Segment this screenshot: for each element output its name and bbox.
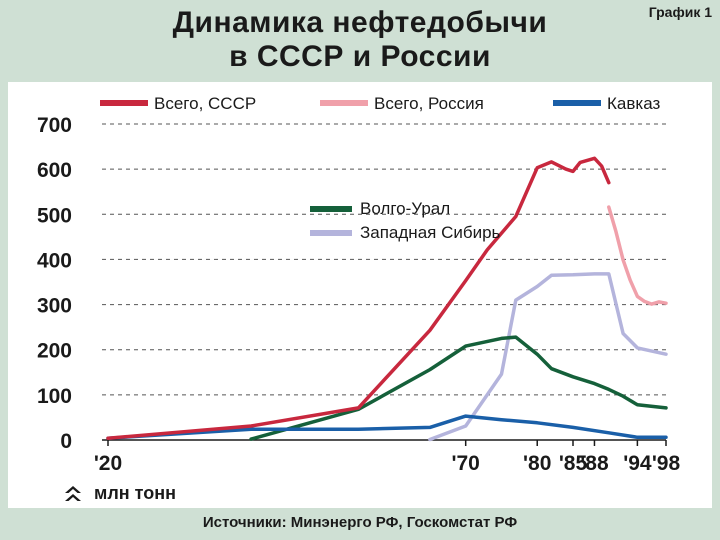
legend-swatch bbox=[310, 206, 352, 212]
legend-label: Волго-Урал bbox=[360, 199, 450, 218]
y-tick-label: 400 bbox=[37, 249, 72, 272]
y-tick-label: 200 bbox=[37, 340, 72, 363]
legend-label: Всего, Россия bbox=[374, 94, 484, 113]
x-tick-label: '70 bbox=[452, 452, 480, 475]
x-tick-label: '80 bbox=[523, 452, 551, 475]
legend-label: Кавказ bbox=[607, 94, 660, 113]
y-tick-label: 0 bbox=[60, 430, 72, 453]
chart-title: Динамика нефтедобычи в СССР и России bbox=[0, 6, 720, 74]
series-line bbox=[106, 156, 611, 440]
x-tick-label: '85 bbox=[559, 452, 588, 475]
double-chevron-up-icon bbox=[65, 486, 81, 501]
x-tick-label: '94 bbox=[623, 452, 652, 475]
chart-title-line-2: в СССР и России bbox=[229, 40, 491, 73]
legend-label: Западная Сибирь bbox=[360, 223, 501, 242]
chart-panel: 0 100 200 300 400 500 600 700 '20 '70 '80 '85'88 '94… bbox=[8, 82, 712, 508]
chart-title-line-1: Динамика нефтедобычи bbox=[172, 6, 548, 39]
y-tick-label: 500 bbox=[37, 204, 72, 227]
unit-label-row: млн тонн bbox=[62, 482, 176, 504]
legend-swatch bbox=[100, 100, 148, 106]
legend-swatch bbox=[310, 230, 352, 236]
series-line bbox=[249, 335, 668, 441]
x-tick-label: '20 bbox=[94, 452, 122, 475]
unit-label: млн тонн bbox=[94, 482, 176, 503]
figure-label: График 1 bbox=[648, 4, 712, 20]
series-line bbox=[607, 205, 668, 306]
y-tick-label: 300 bbox=[37, 295, 72, 318]
line-chart: 0 100 200 300 400 500 600 700 '20 '70 '80 '85'88 '94… bbox=[37, 94, 681, 475]
y-tick-label: 700 bbox=[37, 114, 72, 137]
legend-swatch bbox=[320, 100, 368, 106]
series-line bbox=[106, 414, 668, 440]
y-tick-label: 100 bbox=[37, 385, 72, 408]
series-line bbox=[428, 272, 668, 442]
sources-note: Источники: Минэнерго РФ, Госкомстат РФ bbox=[202, 514, 518, 531]
legend-swatch bbox=[553, 100, 601, 106]
x-tick-label: '88 bbox=[580, 452, 609, 475]
legend-label: Всего, СССР bbox=[154, 94, 256, 113]
y-tick-label: 600 bbox=[37, 159, 72, 182]
x-tick-label: '98 bbox=[652, 452, 681, 475]
